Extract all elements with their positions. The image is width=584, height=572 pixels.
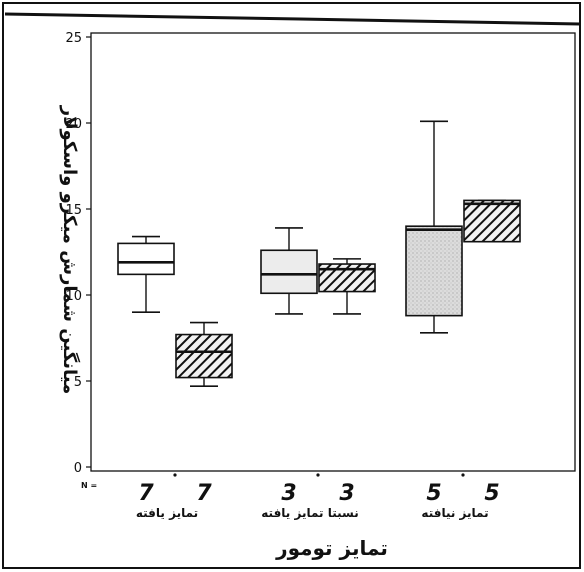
separator-dot [461, 473, 465, 477]
n-prefix: N = [81, 481, 97, 490]
n-count-label: 5 [426, 481, 441, 506]
box-series [117, 120, 521, 387]
n-count-label: 3 [281, 481, 296, 506]
box-plot [405, 120, 463, 334]
y-tick-label: 0 [74, 461, 82, 476]
y-tick-label: 15 [65, 203, 82, 218]
box-plot [463, 199, 521, 243]
box-plot [175, 321, 233, 387]
iqr-box [463, 199, 521, 243]
n-count-label: 5 [484, 481, 499, 506]
x-axis-label: تمایز تومور [275, 536, 388, 560]
n-count-label: 7 [196, 481, 212, 506]
n-labels: 7 7 3 3 5 5 [138, 473, 500, 506]
iqr-box [405, 225, 463, 317]
n-count-label: 7 [138, 481, 154, 506]
plot-area [90, 32, 576, 472]
iqr-box [260, 249, 318, 295]
separator-dot [173, 473, 177, 477]
box-plot [318, 258, 376, 315]
y-axis: 0 5 10 15 20 25 [65, 31, 91, 476]
box-plot [260, 227, 318, 315]
category-labels: تمایز یافته نسبتا تمایز یافته تمایز نیافته [136, 506, 489, 520]
separator-dot [316, 473, 320, 477]
category-label: تمایز نیافته [421, 506, 488, 520]
iqr-box [175, 333, 233, 379]
box-plot [117, 235, 175, 314]
y-axis-label: میانگین شمارش میکرو واسکولار [59, 105, 81, 394]
y-tick-label: 20 [65, 117, 82, 132]
iqr-box [117, 242, 175, 276]
category-label: نسبتا تمایز یافته [261, 506, 358, 520]
n-count-label: 3 [339, 481, 354, 506]
y-tick-label: 5 [74, 375, 82, 390]
scan-edge-line [4, 12, 581, 26]
y-tick-label: 25 [65, 31, 82, 46]
category-label: تمایز یافته [136, 506, 198, 520]
y-tick-label: 10 [65, 289, 82, 304]
